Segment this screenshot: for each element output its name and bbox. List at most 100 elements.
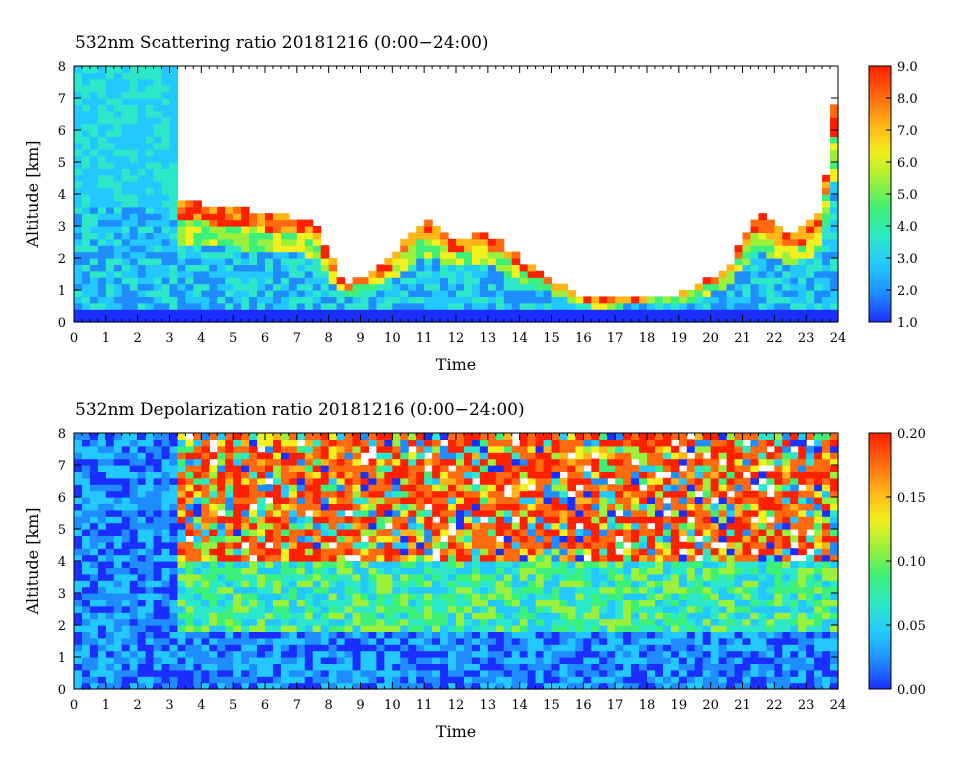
heatmap-cell [535,315,545,323]
heatmap-cell [702,682,712,690]
heatmap-cell [591,484,600,492]
heatmap-cell [647,593,656,600]
heatmap-cell [296,522,306,530]
heatmap-cell [527,599,537,607]
heatmap-cell [702,522,712,530]
heatmap-cell [702,669,712,677]
heatmap-cell [448,650,457,658]
heatmap-cell [432,477,441,485]
heatmap-cell [272,605,282,613]
heatmap-cell [320,503,330,511]
heatmap-cell [495,245,505,253]
heatmap-cell [177,264,187,272]
heatmap-cell [471,264,481,272]
heatmap-cell [344,290,354,297]
heatmap-cell [575,497,584,504]
heatmap-cell [416,283,425,291]
heatmap-cell [360,516,370,524]
heatmap-cell [615,503,624,511]
heatmap-cell [535,477,545,485]
heatmap-cell [686,522,696,530]
heatmap-cell [97,580,107,588]
heatmap-cell [304,522,314,530]
heatmap-cell [153,232,163,240]
heatmap-cell [495,618,505,626]
heatmap-cell [639,433,648,440]
heatmap-cell [161,637,171,645]
heatmap-cell [639,477,648,485]
heatmap-cell [97,174,107,182]
heatmap-cell [288,561,298,568]
heatmap-cell [495,503,505,511]
heatmap-cell [288,471,298,479]
heatmap-cell [782,232,791,240]
heatmap-cell [145,238,155,246]
heatmap-cell [623,663,632,671]
heatmap-cell [471,251,481,259]
heatmap-cell [519,554,529,562]
heatmap-cell [105,663,115,671]
heatmap-cell [623,471,632,479]
heatmap-cell [241,296,250,304]
heatmap-cell [137,213,147,221]
heatmap-cell [416,439,425,447]
heatmap-cell [304,573,314,581]
heatmap-cell [304,618,314,626]
heatmap-cell [639,669,648,677]
heatmap-cell [535,302,545,310]
heatmap-cell [137,168,147,176]
heatmap-cell [830,181,839,189]
heatmap-cell [113,433,123,440]
heatmap-cell [352,296,362,304]
heatmap-cell [384,567,393,575]
heatmap-cell [495,238,505,246]
heatmap-cell [288,573,298,581]
heatmap-cell [535,529,545,536]
heatmap-cell [591,522,600,530]
heatmap-cell [280,509,290,517]
heatmap-cell [511,458,521,466]
heatmap-cell [360,631,370,639]
heatmap-cell [272,618,282,626]
heatmap-cell [631,548,640,556]
heatmap-cell [368,465,378,472]
heatmap-cell [280,561,290,568]
heatmap-cell [153,226,163,233]
heatmap-cell [718,477,728,485]
heatmap-cell [774,270,783,278]
heatmap-cell [686,302,696,310]
heatmap-cell [249,612,258,620]
heatmap-cell [822,309,831,317]
heatmap-cell [551,458,561,466]
heatmap-cell [201,650,210,658]
heatmap-cell [288,484,298,492]
heatmap-cell [105,270,115,278]
x-tick-label: 15 [543,331,560,346]
heatmap-cell [280,669,290,677]
heatmap-cell [209,206,218,214]
heatmap-cell [137,258,147,265]
heatmap-cell [185,529,194,536]
heatmap-cell [105,637,115,645]
heatmap-cell [448,251,457,259]
heatmap-cell [153,465,163,472]
heatmap-cell [241,270,250,278]
heatmap-cell [615,490,624,498]
heatmap-cell [543,309,553,317]
heatmap-cell [471,258,481,265]
heatmap-cell [217,258,226,265]
heatmap-cell [463,535,473,543]
heatmap-cell [670,315,680,323]
heatmap-cell [129,168,139,176]
heatmap-cell [312,548,322,556]
heatmap-cell [591,612,600,620]
heatmap-cell [559,625,569,632]
heatmap-cell [296,509,306,517]
heatmap-cell [257,567,266,575]
heatmap-cell [670,605,680,613]
heatmap-cell [89,631,99,639]
heatmap-cell [177,554,187,562]
heatmap-cell [177,283,187,291]
heatmap-cell [336,567,346,575]
